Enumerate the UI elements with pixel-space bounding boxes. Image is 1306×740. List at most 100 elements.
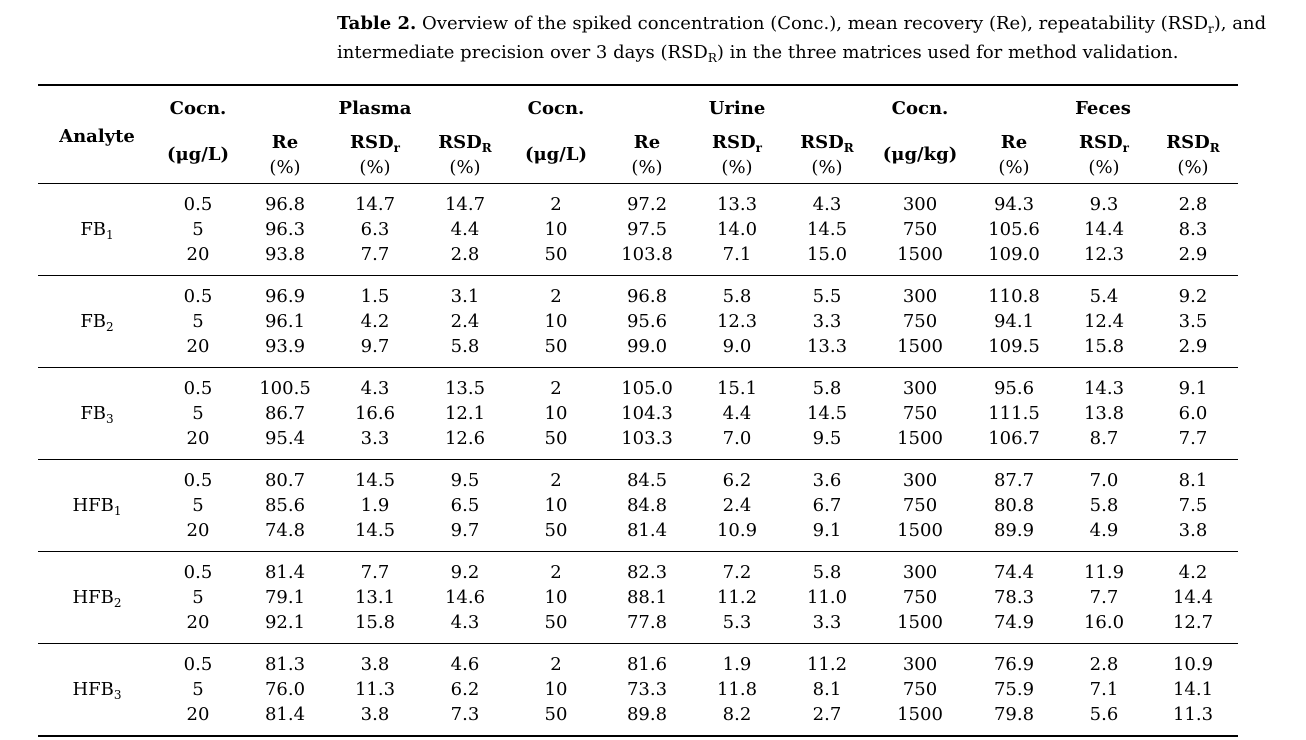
table-value: 2.8 [1178, 194, 1208, 215]
table-value: 7.3 [450, 704, 480, 725]
cell-feces-rsdR: 9.2 3.5 2.9 [1148, 275, 1238, 368]
feces-cocn-header: Cocn. [872, 84, 968, 126]
cell-urine-rsdr: 6.2 2.4 10.9 [692, 459, 782, 552]
cell-feces-rsdr: 11.9 7.7 16.0 [1060, 551, 1148, 644]
table-value: 103.3 [621, 428, 673, 449]
table-value: 14.5 [806, 219, 848, 240]
table-value: 86.7 [264, 403, 306, 424]
table-value: 11.8 [716, 679, 758, 700]
cell-urine-rsdR: 5.5 3.3 13.3 [782, 275, 872, 368]
table-value: 12.3 [716, 311, 758, 332]
table-value: 13.8 [1083, 403, 1125, 424]
table-value: 14.1 [1172, 679, 1214, 700]
table-value: 5 [192, 587, 204, 608]
table-value: 13.3 [716, 194, 758, 215]
table-value: 750 [902, 219, 938, 240]
table-value: 10 [544, 495, 568, 516]
feces-header: Feces [968, 84, 1238, 126]
table-value: 1500 [897, 428, 943, 449]
cell-plasma-rsdr: 4.3 16.6 3.3 [330, 367, 420, 460]
table-value: 74.4 [993, 562, 1035, 583]
caption-text-a: Overview of the spiked concentration (Co… [422, 13, 1209, 34]
table-value: 14.3 [1083, 378, 1125, 399]
cell-plasma-re: 96.8 96.3 93.8 [240, 183, 330, 276]
table-value: 5 [192, 219, 204, 240]
table-value: 14.4 [1172, 587, 1214, 608]
cell-urine-re: 82.3 88.1 77.8 [602, 551, 692, 644]
cell-urine-re: 97.2 97.5 103.8 [602, 183, 692, 276]
analyte-row-group: HFB2 0.5 5 20 81.4 79.1 92.1 7.7 13.1 15.8 9.2 14.6… [38, 551, 1238, 644]
plasma-cocn-header: Cocn. [156, 84, 240, 126]
analyte-name: HFB1 [38, 459, 156, 552]
table-value: 7.0 [722, 428, 752, 449]
table-value: 6.3 [360, 219, 390, 240]
table-value: 11.9 [1083, 562, 1125, 583]
cell-urine-rsdr: 13.3 14.0 7.1 [692, 183, 782, 276]
table-value: 100.5 [259, 378, 311, 399]
cell-urine-conc: 2 10 50 [510, 275, 602, 368]
table-value: 300 [902, 286, 938, 307]
table-value: 85.6 [264, 495, 306, 516]
table-value: 74.8 [264, 520, 306, 541]
table-value: 1500 [897, 244, 943, 265]
table-value: 2.4 [450, 311, 480, 332]
analyte-row-group: FB1 0.5 5 20 96.8 96.3 93.8 14.7 6.3 7.7 14.7 4.4 2.… [38, 183, 1238, 276]
table-value: 81.6 [626, 654, 668, 675]
table-value: 99.0 [626, 336, 668, 357]
table-value: 8.7 [1089, 428, 1119, 449]
table-value: 109.5 [988, 336, 1040, 357]
table-value: 20 [186, 336, 210, 357]
table-value: 1500 [897, 520, 943, 541]
caption-sub-R: R [707, 51, 717, 65]
urine-unit: (μg/L) [510, 126, 602, 184]
table-value: 1500 [897, 336, 943, 357]
table-value: 14.7 [444, 194, 486, 215]
urine-cocn-header: Cocn. [510, 84, 602, 126]
table-value: 50 [544, 244, 568, 265]
table-value: 4.3 [360, 378, 390, 399]
table-value: 73.3 [626, 679, 668, 700]
table-value: 14.5 [354, 470, 396, 491]
table-value: 11.0 [806, 587, 848, 608]
cell-feces-rsdR: 8.1 7.5 3.8 [1148, 459, 1238, 552]
table-value: 96.9 [264, 286, 306, 307]
table-value: 14.6 [444, 587, 486, 608]
caption-sub-r: r [1208, 22, 1214, 36]
table-value: 1500 [897, 704, 943, 725]
cell-urine-re: 84.5 84.8 81.4 [602, 459, 692, 552]
cell-feces-conc: 300 750 1500 [872, 275, 968, 368]
cell-plasma-rsdR: 9.5 6.5 9.7 [420, 459, 510, 552]
table-value: 5 [192, 495, 204, 516]
plasma-re-header: Re (%) [240, 126, 330, 184]
table-value: 7.7 [1178, 428, 1208, 449]
table-value: 0.5 [183, 470, 213, 491]
table-value: 2.8 [450, 244, 480, 265]
analyte-name: FB3 [38, 367, 156, 460]
table-value: 1.9 [722, 654, 752, 675]
table-value: 20 [186, 612, 210, 633]
cell-urine-re: 81.6 73.3 89.8 [602, 643, 692, 737]
cell-feces-conc: 300 750 1500 [872, 459, 968, 552]
cell-feces-re: 87.7 80.8 89.9 [968, 459, 1060, 552]
cell-feces-re: 74.4 78.3 74.9 [968, 551, 1060, 644]
table-value: 11.2 [716, 587, 758, 608]
table-value: 97.5 [626, 219, 668, 240]
table-value: 3.8 [360, 704, 390, 725]
table-value: 4.4 [722, 403, 752, 424]
table-value: 7.7 [1089, 587, 1119, 608]
urine-header: Urine [602, 84, 872, 126]
table-value: 4.4 [450, 219, 480, 240]
analyte-row-group: HFB3 0.5 5 20 81.3 76.0 81.4 3.8 11.3 3.8 4.6 6.2 7.… [38, 643, 1238, 737]
table-value: 20 [186, 704, 210, 725]
table-value: 5.8 [812, 378, 842, 399]
table-value: 9.2 [450, 562, 480, 583]
cell-feces-rsdR: 10.9 14.1 11.3 [1148, 643, 1238, 737]
table-value: 94.1 [993, 311, 1035, 332]
table-value: 106.7 [988, 428, 1040, 449]
table-value: 300 [902, 194, 938, 215]
table-value: 96.8 [264, 194, 306, 215]
caption-text-b: ), and intermediate precision over 3 day… [337, 13, 1267, 63]
table-value: 74.9 [993, 612, 1035, 633]
cell-plasma-rsdr: 14.5 1.9 14.5 [330, 459, 420, 552]
table-value: 10.9 [716, 520, 758, 541]
